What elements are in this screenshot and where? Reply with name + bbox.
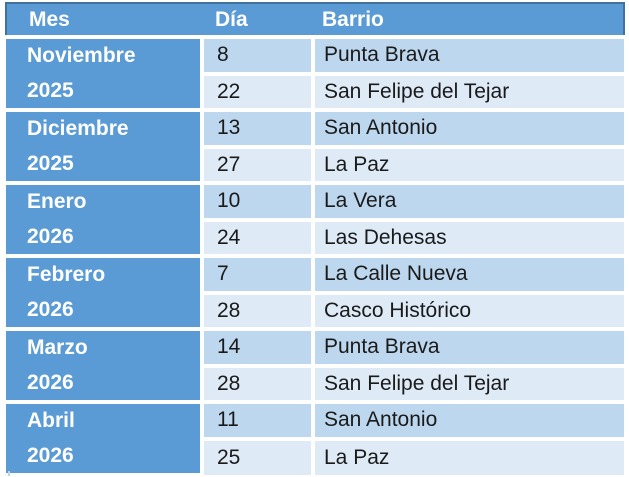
table-row: Noviembre 2025 8 Punta Brava (6, 35, 624, 112)
header-row: Mes Día Barrio (5, 2, 625, 39)
day-cell: 7 (200, 254, 315, 295)
table-row: Abril 2026 11 San Antonio (6, 400, 624, 477)
month-label: Febrero (27, 263, 106, 287)
table-row: Enero 2026 10 La Vera (6, 181, 624, 258)
month-cell: Diciembre 2025 (6, 108, 204, 185)
barrio-cell: Punta Brava (311, 327, 624, 368)
barrio-cell: La Calle Nueva (311, 254, 624, 295)
month-cell-lines: Enero 2026 (6, 185, 200, 254)
day-cell: 8 (200, 35, 315, 76)
year-label: 2025 (27, 78, 74, 102)
schedule-table-container: Mes Día Barrio Noviembre 2025 8 Punta Br… (5, 2, 625, 477)
day-cell: 22 (200, 71, 315, 112)
barrio-cell: San Felipe del Tejar (311, 71, 624, 112)
barrio-cell: La Vera (311, 181, 624, 222)
month-label: Abril (27, 409, 75, 433)
month-cell: Febrero 2026 (6, 254, 204, 331)
day-cell: 11 (200, 400, 315, 441)
day-cell: 24 (200, 217, 315, 258)
day-cell: 28 (200, 363, 315, 404)
day-cell: 14 (200, 327, 315, 368)
year-label: 2026 (27, 224, 74, 248)
month-cell-lines: Noviembre 2025 (6, 39, 200, 108)
day-cell: 25 (200, 436, 315, 475)
month-cell-lines: Marzo 2026 (6, 331, 200, 400)
header-cell-barrio: Barrio (313, 2, 625, 39)
header-cell-dia: Día (202, 2, 313, 39)
schedule-table: Mes Día Barrio Noviembre 2025 8 Punta Br… (5, 2, 625, 477)
day-cell: 13 (200, 108, 315, 149)
table-row: Diciembre 2025 13 San Antonio (6, 108, 624, 185)
caret-artifact (8, 471, 10, 476)
month-cell-lines: Abril 2026 (6, 404, 200, 473)
table-row: Marzo 2026 14 Punta Brava (6, 327, 624, 404)
month-label: Marzo (27, 336, 88, 360)
table-row: 22 San Felipe del Tejar (6, 71, 624, 112)
month-label: Enero (27, 190, 87, 214)
year-label: 2026 (27, 297, 74, 321)
day-cell: 27 (200, 144, 315, 185)
barrio-cell: Punta Brava (311, 35, 624, 76)
barrio-cell: San Antonio (311, 400, 624, 441)
month-cell: Abril 2026 (6, 400, 204, 477)
table-row: 24 Las Dehesas (6, 217, 624, 258)
year-label: 2026 (27, 370, 74, 394)
table-row: 25 La Paz (6, 436, 624, 475)
month-label: Noviembre (27, 44, 136, 68)
day-cell: 28 (200, 290, 315, 331)
month-cell: Marzo 2026 (6, 327, 204, 404)
table-row: 28 Casco Histórico (6, 290, 624, 331)
table-row: 28 San Felipe del Tejar (6, 363, 624, 404)
month-cell-lines: Diciembre 2025 (6, 112, 200, 181)
year-label: 2026 (27, 443, 74, 467)
table-row: 27 La Paz (6, 144, 624, 185)
barrio-cell: La Paz (311, 436, 624, 475)
month-cell: Enero 2026 (6, 181, 204, 258)
barrio-cell: Las Dehesas (311, 217, 624, 258)
day-cell: 10 (200, 181, 315, 222)
barrio-cell: San Felipe del Tejar (311, 363, 624, 404)
barrio-cell: Casco Histórico (311, 290, 624, 331)
month-label: Diciembre (27, 117, 129, 141)
month-cell-lines: Febrero 2026 (6, 258, 200, 327)
month-cell: Noviembre 2025 (6, 35, 204, 112)
barrio-cell: La Paz (311, 144, 624, 185)
header-cell-mes: Mes (5, 2, 202, 39)
year-label: 2025 (27, 151, 74, 175)
barrio-cell: San Antonio (311, 108, 624, 149)
table-row: Febrero 2026 7 La Calle Nueva (6, 254, 624, 331)
